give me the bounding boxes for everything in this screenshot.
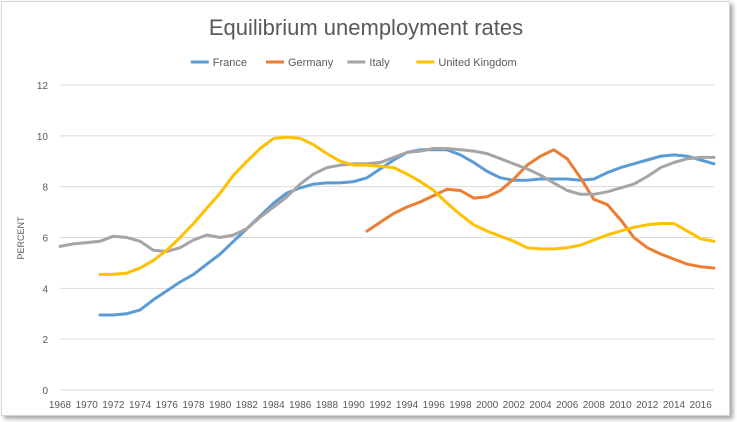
y-tick-label: 10: [37, 132, 49, 143]
x-tick-label: 1978: [182, 400, 205, 411]
x-tick-label: 2008: [583, 400, 606, 411]
x-tick-label: 1976: [156, 400, 179, 411]
x-tick-label: 1982: [236, 400, 259, 411]
x-tick-label: 2002: [503, 400, 526, 411]
chart-legend: France Germany Italy United Kingdom: [190, 57, 517, 69]
x-tick-label: 2012: [636, 400, 659, 411]
y-tick-label: 6: [42, 234, 48, 245]
x-tick-label: 2010: [609, 400, 632, 411]
x-tick-label: 1986: [289, 400, 312, 411]
legend-label-germany: Germany: [288, 57, 334, 69]
y-tick-label: 0: [42, 386, 48, 397]
x-tick-label: 2004: [529, 400, 552, 411]
y-axis-ticks: 0 2 4 6 8 10 12: [37, 81, 49, 397]
x-tick-label: 1988: [316, 400, 339, 411]
legend-label-united-kingdom: United Kingdom: [438, 57, 516, 69]
x-tick-label: 1972: [102, 400, 125, 411]
x-tick-label: 2006: [556, 400, 579, 411]
x-tick-label: 1984: [262, 400, 285, 411]
legend-label-france: France: [213, 57, 247, 69]
x-tick-label: 2016: [690, 400, 713, 411]
x-tick-label: 1996: [423, 400, 446, 411]
x-axis-ticks: 1968 1970 1972 1974 1976 1978 1980 1982 1984 1986…: [49, 400, 712, 411]
series-lines: [58, 135, 716, 317]
line-chart: Equilibrium unemployment rates France Ger…: [16, 15, 716, 411]
chart-frame: Equilibrium unemployment rates France Ger…: [1, 1, 730, 416]
x-tick-label: 1970: [76, 400, 99, 411]
y-axis-label: PERCENT: [16, 216, 26, 260]
series-line-italy: [58, 147, 716, 253]
series-line-united-kingdom: [98, 135, 716, 276]
x-tick-label: 2014: [663, 400, 686, 411]
legend-label-italy: Italy: [369, 57, 390, 69]
x-tick-label: 1980: [209, 400, 232, 411]
x-tick-label: 1994: [396, 400, 419, 411]
x-tick-label: 1998: [449, 400, 472, 411]
gridlines: [60, 84, 714, 391]
y-tick-label: 4: [42, 284, 48, 295]
x-tick-label: 1990: [343, 400, 366, 411]
y-tick-label: 12: [37, 81, 49, 92]
chart-title: Equilibrium unemployment rates: [209, 15, 523, 40]
x-tick-label: 1992: [369, 400, 392, 411]
x-tick-label: 2000: [476, 400, 499, 411]
x-tick-label: 1968: [49, 400, 72, 411]
series-line-germany: [365, 148, 716, 270]
x-tick-label: 1974: [129, 400, 152, 411]
y-tick-label: 2: [42, 335, 48, 346]
y-tick-label: 8: [42, 183, 48, 194]
